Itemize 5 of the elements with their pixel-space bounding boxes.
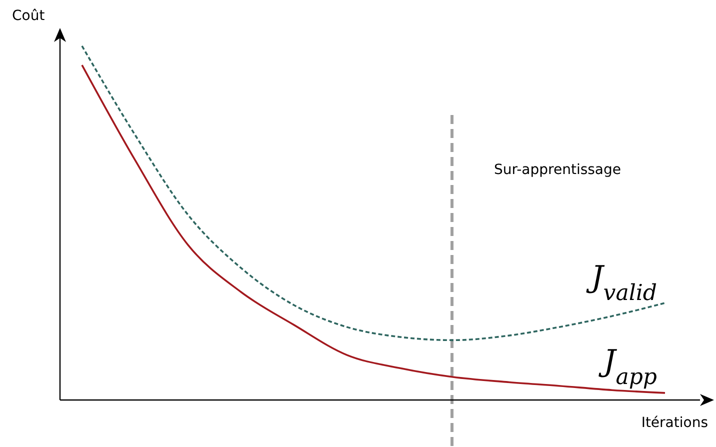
x-axis-title: Itérations — [641, 415, 708, 431]
series-label: J$_{valid}$ — [585, 260, 657, 306]
series-label: J$_{app}$ — [598, 344, 657, 390]
y-axis-title: Coût — [12, 8, 45, 24]
annotation: Sur-apprentissage — [494, 162, 622, 178]
